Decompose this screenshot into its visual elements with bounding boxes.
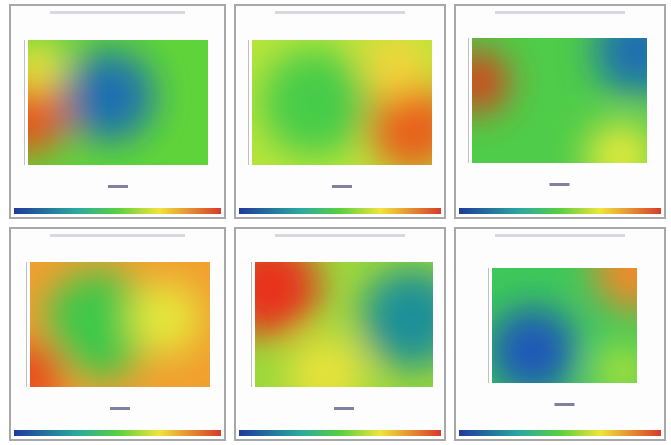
panel <box>9 4 226 219</box>
heatmap-blob <box>593 342 637 383</box>
heatmap <box>472 38 647 163</box>
panel <box>454 4 666 219</box>
y-axis-line <box>248 40 249 165</box>
heatmap-blob <box>363 40 429 98</box>
heatmap <box>28 40 208 165</box>
colorbar <box>239 430 441 436</box>
panel <box>454 227 666 441</box>
y-axis-line <box>468 38 469 163</box>
y-axis-line <box>488 268 489 383</box>
heatmap-blob <box>44 270 153 379</box>
x-axis-label <box>108 185 128 188</box>
heatmap-blob <box>28 40 64 92</box>
y-axis-line <box>26 262 27 387</box>
title-bar <box>495 11 625 14</box>
heatmap-blob <box>594 38 647 95</box>
heatmap-blob <box>472 50 509 114</box>
x-axis-label <box>110 407 130 410</box>
colorbar <box>239 208 441 214</box>
heatmap-blob <box>255 262 320 337</box>
colorbar <box>459 430 661 436</box>
heatmap-blobs <box>492 268 637 383</box>
heatmap-blob <box>492 307 577 383</box>
heatmap-blob <box>30 338 66 387</box>
heatmap-blobs <box>472 38 647 163</box>
x-axis-label <box>549 183 570 186</box>
title-bar <box>495 234 625 237</box>
x-axis-label <box>332 185 352 188</box>
title-bar <box>50 11 185 14</box>
panel <box>234 4 446 219</box>
heatmap-blob <box>28 75 68 155</box>
title-bar <box>50 234 185 237</box>
x-axis-label <box>554 403 575 406</box>
heatmap-blob <box>287 335 366 387</box>
heatmap-blob <box>593 268 637 312</box>
heatmap-blobs <box>261 40 432 165</box>
panel <box>9 227 226 441</box>
panel <box>234 227 446 441</box>
heatmap-blobs <box>30 270 201 387</box>
colorbar <box>14 430 221 436</box>
heatmap <box>255 262 433 387</box>
y-axis-line <box>24 40 25 165</box>
heatmap <box>30 262 210 387</box>
colorbar <box>459 208 661 214</box>
heatmap-blob <box>129 282 201 355</box>
x-axis-label <box>334 407 354 410</box>
heatmap <box>492 268 637 383</box>
heatmap <box>252 40 432 165</box>
heatmap-blob <box>64 51 154 142</box>
heatmap-blob <box>369 82 432 165</box>
y-axis-line <box>251 262 252 387</box>
heatmap-blobs <box>28 40 154 155</box>
colorbar <box>14 208 221 214</box>
heatmap-blob <box>585 121 647 163</box>
title-bar <box>275 11 405 14</box>
heatmap-blobs <box>255 262 433 387</box>
heatmap-blob <box>261 48 369 157</box>
title-bar <box>275 234 405 237</box>
heatmap-blob <box>361 268 433 369</box>
